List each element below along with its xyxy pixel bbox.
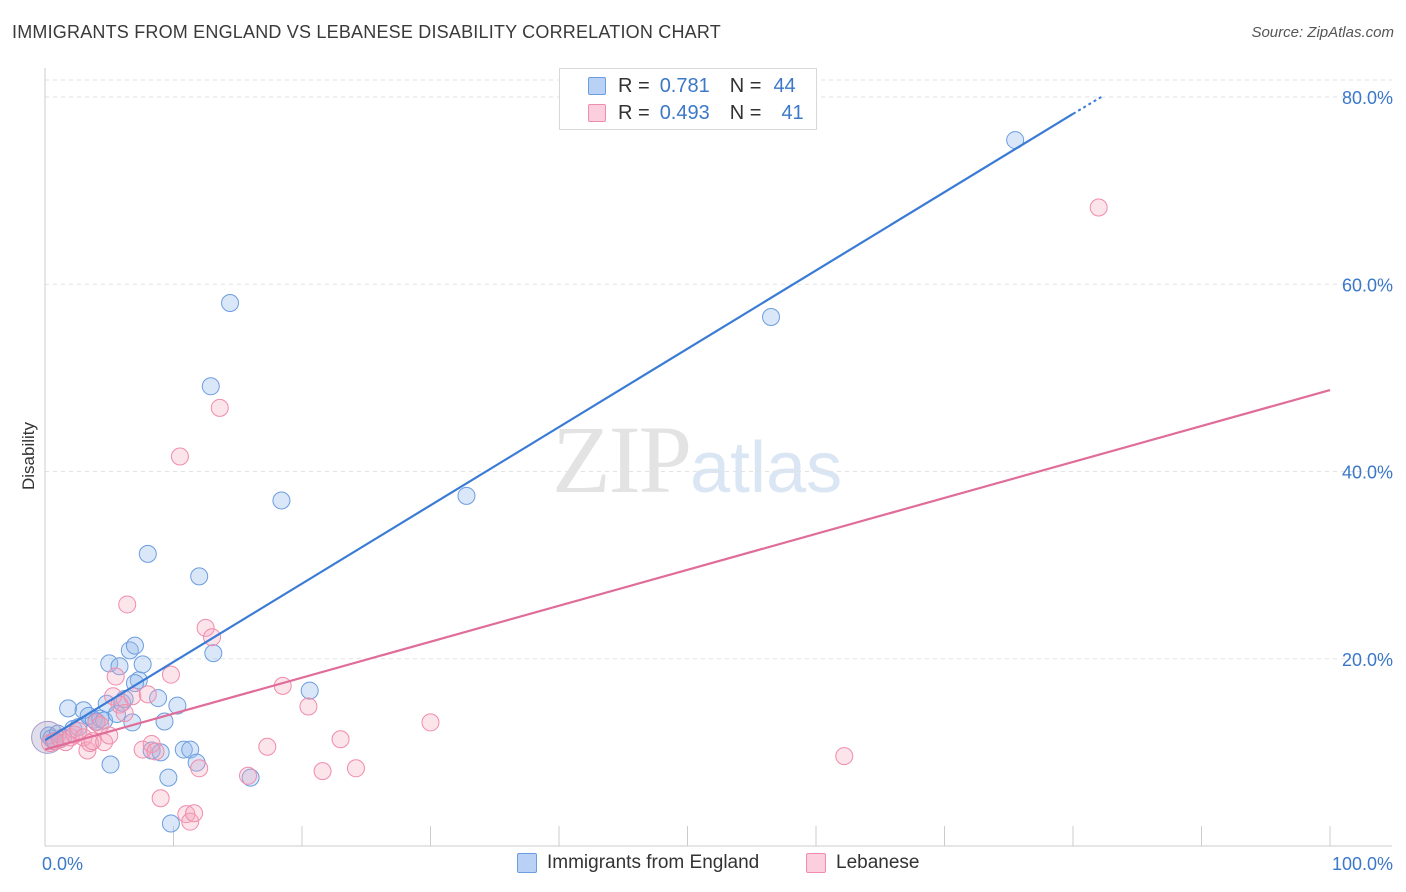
england-point [272, 491, 291, 510]
series-swatch-england [517, 853, 537, 873]
england-point [149, 689, 168, 708]
lebanese-point [190, 759, 209, 778]
england-point [138, 544, 157, 563]
stats-legend: R = 0.781 N = 44 R = 0.493 N = 41 [559, 68, 817, 130]
england-point [174, 740, 193, 759]
legend-row-england: R = 0.781 N = 44 [588, 74, 796, 98]
series-swatch-lebanese [806, 853, 826, 873]
chart-title: IMMIGRANTS FROM ENGLAND VS LEBANESE DISA… [12, 22, 721, 42]
england-point [190, 567, 209, 586]
lebanese-point [210, 398, 229, 417]
lebanese-point [835, 747, 854, 766]
y-tick-label: 40.0% [1342, 463, 1393, 483]
lebanese-point [151, 789, 170, 808]
trend-lines [44, 96, 1331, 751]
y-tick-label: 60.0% [1342, 275, 1393, 295]
england-point [159, 768, 178, 787]
legend-n-value: 41 [781, 101, 804, 124]
axes [44, 68, 1392, 847]
y-axis-label: Disability [19, 421, 38, 490]
lebanese-point [170, 447, 189, 466]
watermark-zip: ZIP [552, 406, 692, 513]
lebanese-point [110, 695, 129, 714]
x-tick-label: 0.0% [42, 854, 83, 874]
lebanese-point [138, 685, 157, 704]
y-tick-label: 80.0% [1342, 88, 1393, 108]
england-point [168, 696, 187, 715]
england-trend-line [44, 112, 1074, 742]
legend-r-label: R = [618, 74, 650, 97]
england-point [201, 377, 220, 396]
england-point [100, 654, 119, 673]
england-point [300, 681, 319, 700]
watermark-atlas: atlas [690, 428, 843, 508]
england-point [241, 768, 260, 787]
england-point [125, 636, 144, 655]
series-label-england: Immigrants from England [547, 852, 760, 873]
series-legend-lebanese: Lebanese [806, 852, 919, 874]
legend-n-label: N = [729, 101, 762, 124]
england-point [59, 699, 78, 718]
lebanese-point [115, 704, 134, 723]
england-point [762, 308, 781, 327]
legend-n-value: 44 [773, 74, 796, 97]
lebanese-point [313, 762, 332, 781]
legend-r-value: 0.781 [659, 74, 710, 97]
england-point [221, 293, 240, 312]
lebanese-point [106, 667, 125, 686]
series-legend-england: Immigrants from England [517, 852, 759, 874]
england-point [110, 657, 129, 676]
england-point [181, 740, 200, 759]
lebanese-point [331, 730, 350, 749]
legend-swatch-lebanese [588, 104, 606, 122]
watermark: ZIPatlas [552, 404, 842, 515]
series-legend: Immigrants from England Lebanese [0, 852, 1406, 876]
series-label-lebanese: Lebanese [836, 852, 920, 873]
lebanese-point [258, 737, 277, 756]
tick-labels: 20.0% 40.0% 60.0% 80.0% 0.0% 100.0% Disability [19, 88, 1393, 874]
legend-r-value: 0.493 [659, 101, 710, 124]
lebanese-point [146, 742, 165, 761]
legend-r-label: R = [618, 101, 650, 124]
lebanese-point [299, 697, 318, 716]
lebanese-point [421, 713, 440, 732]
lebanese-point [239, 766, 258, 785]
england-point [101, 755, 120, 774]
legend-swatch-england [588, 77, 606, 95]
england-point [161, 814, 180, 833]
england-trend-extension [1072, 96, 1102, 115]
legend-row-lebanese: R = 0.493 N = 41 [588, 101, 804, 125]
lebanese-point [161, 665, 180, 684]
y-tick-label: 20.0% [1342, 650, 1393, 670]
lebanese-point [185, 804, 204, 823]
lebanese-point [181, 812, 200, 831]
england-point [133, 655, 152, 674]
legend-n-label: N = [729, 74, 762, 97]
england-points [31, 131, 1025, 833]
lebanese-point [273, 676, 292, 695]
lebanese-point [1089, 198, 1108, 217]
lebanese-points [41, 198, 1108, 831]
lebanese-point [118, 595, 137, 614]
england-point [457, 486, 476, 505]
lebanese-point [78, 741, 97, 760]
lebanese-point [196, 618, 215, 637]
gridlines [45, 79, 1392, 660]
lebanese-trend-line [44, 388, 1331, 751]
x-tick-label: 100.0% [1332, 854, 1393, 874]
england-point [204, 644, 223, 663]
lebanese-point [346, 759, 365, 778]
source-credit: Source: ZipAtlas.com [1251, 24, 1394, 41]
